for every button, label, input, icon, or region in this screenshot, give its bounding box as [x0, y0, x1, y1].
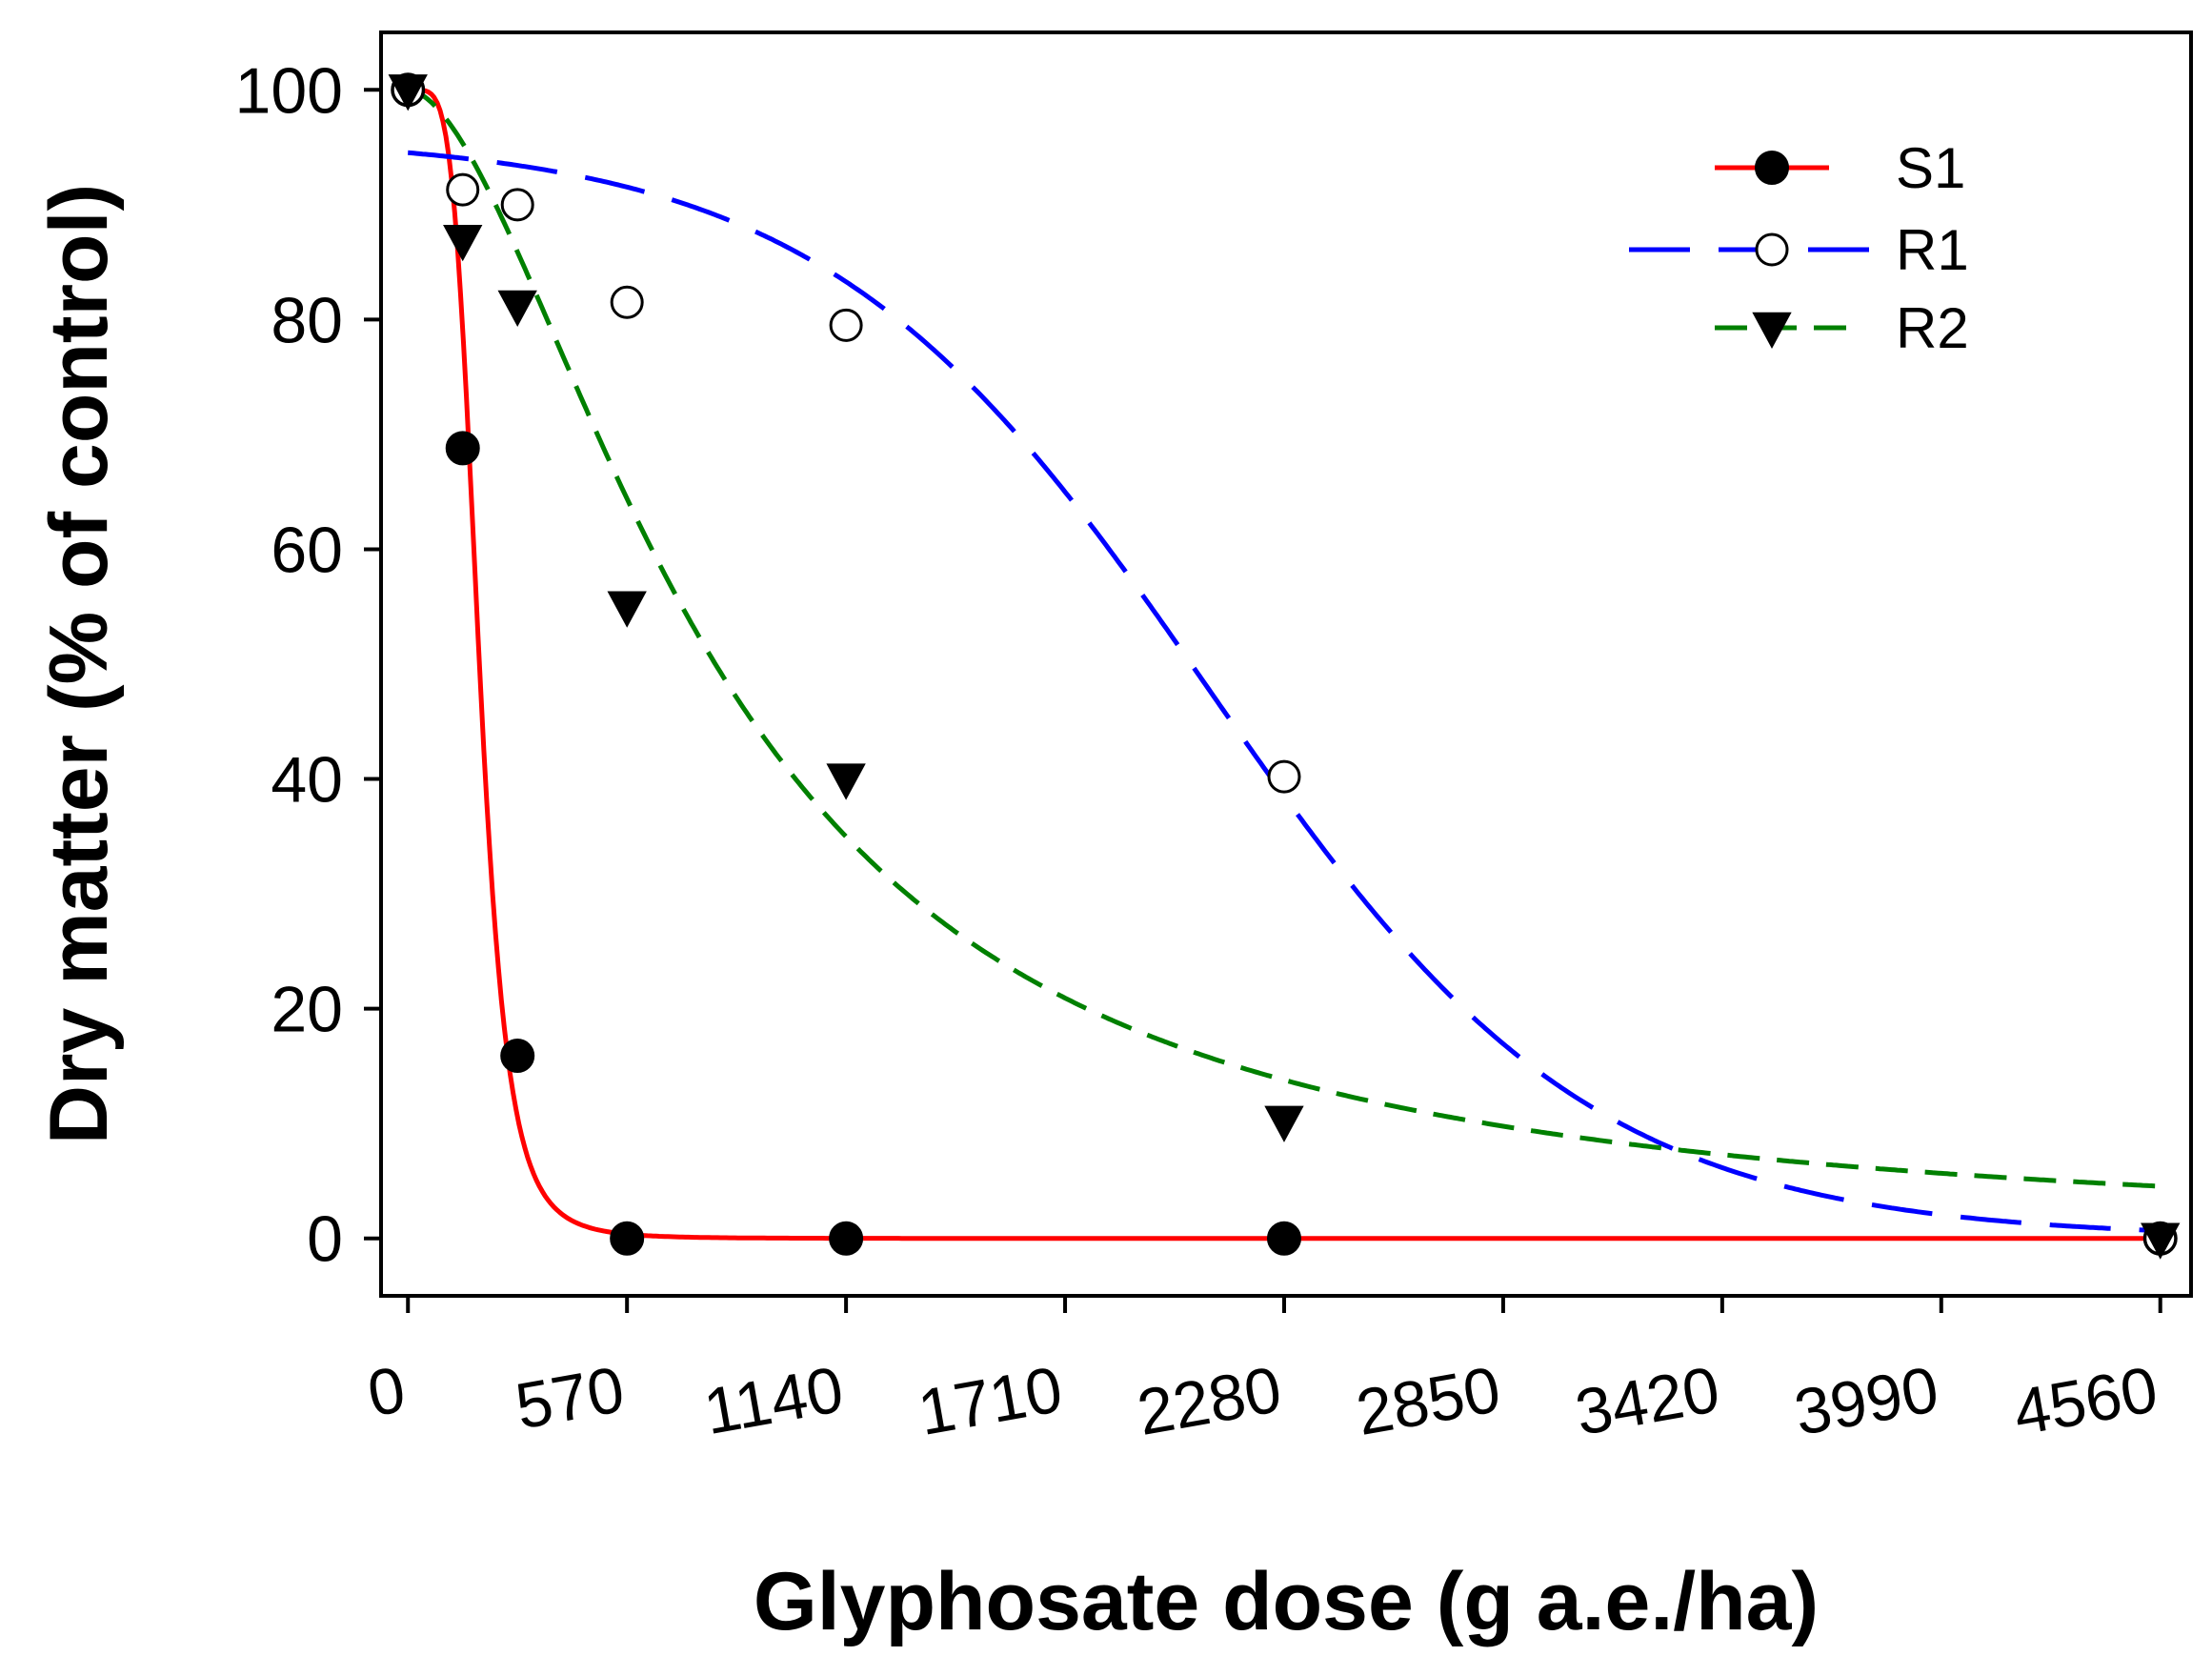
- point-r2-4: [826, 763, 866, 800]
- point-s1-3: [610, 1221, 645, 1256]
- curve-r1: [408, 150, 2161, 1234]
- point-s1-2: [500, 1039, 535, 1074]
- plot-frame: [379, 30, 2193, 1298]
- point-s1-5: [1266, 1221, 1301, 1256]
- legend-marker-r2: [1752, 312, 1792, 350]
- point-r2-2: [497, 290, 537, 327]
- y-tick-label: 0: [307, 1203, 343, 1276]
- point-r1-3: [610, 285, 644, 319]
- x-tick-label: 2280: [1132, 1353, 1286, 1449]
- point-r2-6: [2141, 1222, 2181, 1260]
- legend-label-r2: R2: [1896, 296, 1969, 360]
- point-r1-2: [500, 188, 534, 222]
- x-tick-label: 570: [511, 1353, 630, 1444]
- x-tick-label: 1140: [699, 1353, 849, 1448]
- x-tick-label: 4560: [2008, 1353, 2162, 1449]
- legend-marker-r1: [1755, 232, 1789, 267]
- legend-label-r1: R1: [1896, 218, 1969, 282]
- point-r2-0: [388, 74, 428, 111]
- x-tick-label: 3990: [1789, 1353, 1943, 1449]
- x-tick-label: 1710: [913, 1353, 1067, 1449]
- y-tick-label: 60: [271, 514, 343, 586]
- x-axis-title: Glyphosate dose (g a.e./ha): [754, 1556, 1819, 1647]
- legend: S1 R1 R2: [1629, 136, 1969, 360]
- point-s1-1: [445, 431, 480, 466]
- x-tick-label: 3420: [1570, 1353, 1724, 1449]
- point-r1-5: [1267, 759, 1301, 794]
- y-tick-label: 20: [271, 974, 343, 1046]
- x-tick-label: 2850: [1351, 1353, 1505, 1449]
- point-r2-3: [607, 591, 647, 628]
- legend-label-s1: S1: [1896, 136, 1965, 200]
- point-s1-4: [829, 1221, 864, 1256]
- point-r1-1: [446, 172, 480, 207]
- y-tick-label: 40: [271, 744, 343, 817]
- x-tick-label: 0: [362, 1353, 410, 1430]
- legend-marker-s1: [1755, 151, 1789, 185]
- data-markers: [388, 72, 2181, 1260]
- x-axis: 0 570 1140 1710 2280 2850 3420 3990 4560: [362, 1296, 2162, 1449]
- point-r2-5: [1264, 1105, 1304, 1142]
- y-tick-label: 80: [271, 284, 343, 356]
- point-r2-1: [443, 224, 483, 262]
- y-axis: 0 20 40 60 80 100: [235, 54, 381, 1276]
- y-axis-title: Dry matter (% of control): [33, 184, 125, 1144]
- y-tick-label: 100: [235, 54, 343, 127]
- point-r1-4: [829, 308, 863, 342]
